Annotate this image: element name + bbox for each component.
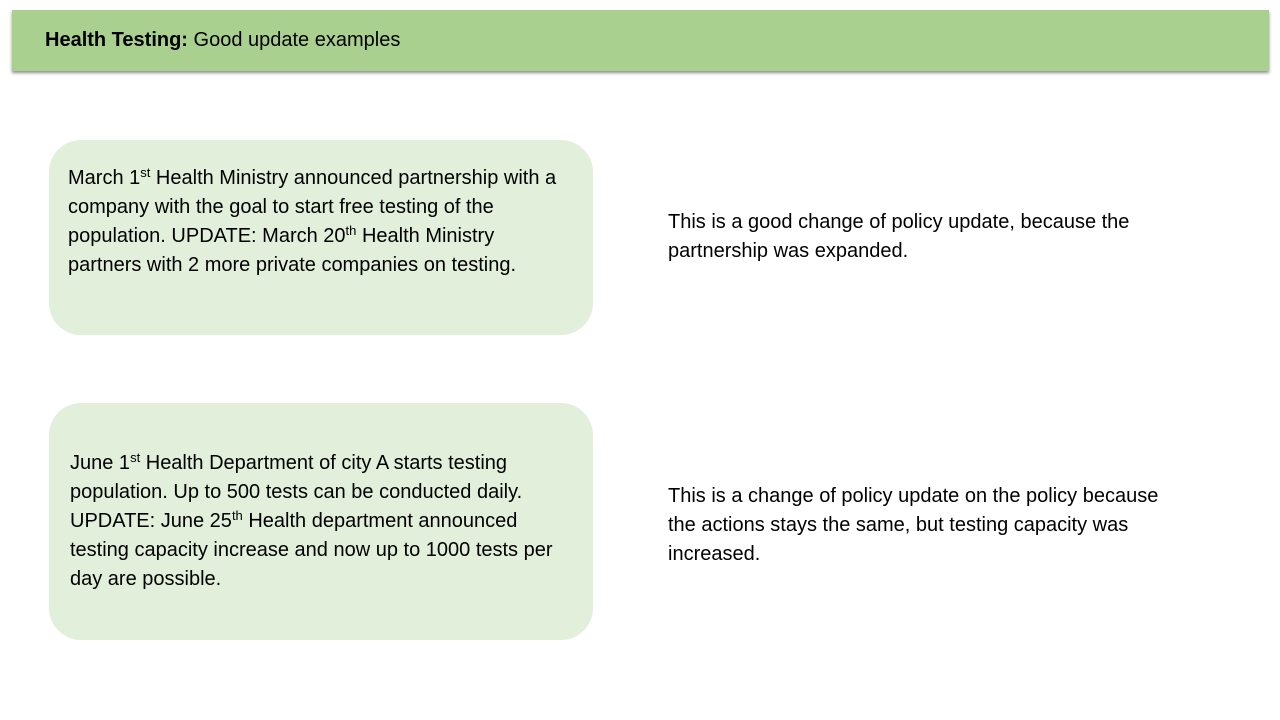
example-card-2-text: June 1st Health Department of city A sta…: [70, 449, 575, 594]
card-2-text-part-2: Health Department of city A starts testi…: [70, 452, 523, 532]
card-1-text-part-1: March 1: [68, 167, 141, 189]
page-title: Health Testing: Good update examples: [45, 29, 400, 52]
card-1-text-part-3: Health Ministry partners with 2 more pri…: [68, 225, 516, 276]
card-2-superscript-2: th: [231, 508, 243, 523]
card-1-text-part-2: Health Ministry announced partnership wi…: [68, 167, 557, 247]
title-rest-part: Good update examples: [187, 29, 401, 51]
title-bold-part: Health Testing:: [45, 29, 188, 51]
example-note-1: This is a good change of policy update, …: [668, 211, 1130, 262]
card-1-superscript-1: st: [140, 165, 151, 180]
card-1-superscript-2: th: [345, 223, 357, 238]
example-card-1: March 1st Health Ministry announced part…: [49, 140, 593, 335]
example-card-1-text: March 1st Health Ministry announced part…: [68, 164, 563, 280]
card-2-text-part-1: June 1: [70, 452, 131, 474]
example-note-2: This is a change of policy update on the…: [668, 485, 1159, 565]
slide-title-bar: Health Testing: Good update examples: [12, 10, 1269, 71]
card-2-superscript-1: st: [130, 450, 141, 465]
card-2-text-part-3: Health department announced testing capa…: [70, 510, 553, 590]
example-card-2: June 1st Health Department of city A sta…: [49, 403, 593, 640]
